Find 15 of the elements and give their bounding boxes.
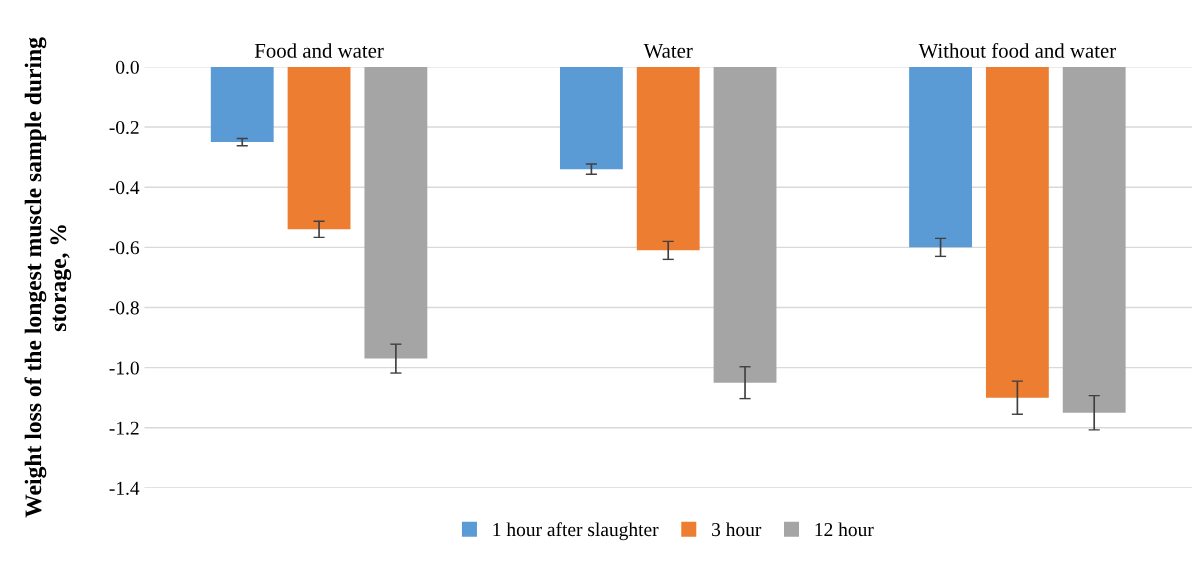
- y-tick-label: -1.4: [109, 481, 140, 495]
- y-tick-label: -0.8: [109, 301, 139, 315]
- y-tick-label: -1.2: [109, 421, 139, 435]
- legend-label: 12 hour: [815, 522, 874, 537]
- legend-label: 1 hour after slaughter: [493, 522, 659, 541]
- y-tick-label: -0.4: [109, 181, 140, 195]
- x-tick-label: Without food and water: [918, 42, 1116, 58]
- y-axis-title: Weight loss of the longest muscle sample during storage, %: [24, 37, 72, 518]
- x-tick-label: Food and water: [254, 43, 384, 58]
- y-tick-label: -0.2: [109, 120, 139, 135]
- y-tick-label: 0.0: [116, 60, 139, 74]
- legend-label: 3 hour: [712, 522, 762, 537]
- y-tick-label: -1.0: [109, 361, 139, 375]
- y-tick-label: -0.6: [109, 241, 140, 255]
- x-tick-label: Water: [643, 43, 693, 58]
